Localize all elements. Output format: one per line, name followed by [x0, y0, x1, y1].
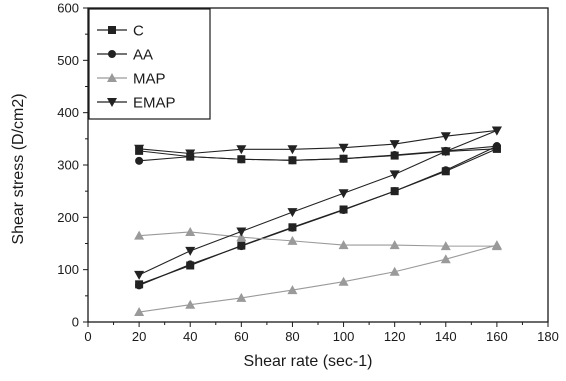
- data-point-aa: [237, 155, 246, 164]
- y-tick-label: 100: [57, 262, 79, 277]
- x-axis-title: Shear rate (sec-1): [244, 353, 373, 370]
- data-point-map: [491, 240, 502, 250]
- legend-entry-emap: EMAP: [97, 95, 176, 112]
- legend-label-emap: EMAP: [133, 95, 176, 112]
- data-point-emap: [287, 145, 298, 155]
- series-group: [134, 126, 502, 317]
- series-emap-line-lower: [138, 129, 498, 276]
- data-point-map: [134, 230, 145, 240]
- data-point-map: [185, 299, 196, 309]
- data-point-map: [389, 240, 400, 250]
- data-point-map: [338, 276, 349, 286]
- x-tick-label: 40: [183, 329, 197, 344]
- legend-entry-aa: AA: [97, 47, 153, 64]
- legend-label-map: MAP: [133, 71, 166, 88]
- legend-marker-emap: [107, 98, 117, 107]
- series-aa: [135, 142, 501, 290]
- data-point-emap: [134, 144, 145, 154]
- x-tick-label: 0: [84, 329, 91, 344]
- y-tick-label: 300: [57, 158, 79, 173]
- y-tick-label: 200: [57, 210, 79, 225]
- data-point-emap: [338, 189, 349, 199]
- legend-entry-map: MAP: [97, 71, 166, 88]
- legend: C AA MAP EMAP: [88, 8, 211, 120]
- data-point-aa: [186, 260, 195, 269]
- data-point-aa: [492, 142, 501, 151]
- x-tick-label: 80: [285, 329, 299, 344]
- data-point-emap: [185, 246, 196, 256]
- data-point-emap: [134, 270, 145, 280]
- data-point-aa: [288, 223, 297, 232]
- data-point-emap: [491, 126, 502, 136]
- y-tick-label: 500: [57, 53, 79, 68]
- data-point-emap: [440, 132, 451, 142]
- data-point-map: [236, 292, 247, 302]
- data-point-emap: [287, 208, 298, 218]
- legend-label-aa: AA: [133, 47, 153, 64]
- data-point-map: [389, 266, 400, 276]
- series-emap: [134, 126, 502, 280]
- x-tick-label: 160: [486, 329, 508, 344]
- data-point-emap: [236, 145, 247, 155]
- x-tick-label: 20: [132, 329, 146, 344]
- legend-entry-c: C: [97, 23, 144, 40]
- data-point-emap: [185, 149, 196, 159]
- data-point-aa: [390, 151, 399, 160]
- series-aa-line-lower: [138, 145, 498, 286]
- data-point-emap: [236, 227, 247, 237]
- legend-label-c: C: [133, 23, 144, 40]
- legend-marker-c: [108, 26, 116, 34]
- series-map: [134, 226, 502, 317]
- axes: 0 20 40 60 80 100 120 140 160 180 0 100 200 300 400 500…: [57, 1, 559, 345]
- data-point-map: [185, 226, 196, 236]
- data-point-map: [236, 232, 247, 242]
- legend-marker-aa: [108, 50, 116, 58]
- data-point-map: [440, 241, 451, 251]
- x-tick-label: 100: [333, 329, 355, 344]
- series-map-line-upper: [139, 231, 497, 247]
- data-point-map: [440, 254, 451, 264]
- data-point-aa: [441, 166, 450, 175]
- y-tick-label: 400: [57, 105, 79, 120]
- data-point-aa: [135, 156, 144, 165]
- data-point-aa: [237, 242, 246, 251]
- x-tick-label: 180: [537, 329, 559, 344]
- y-tick-label: 600: [57, 1, 79, 16]
- x-tick-label: 60: [234, 329, 248, 344]
- x-tick-label: 120: [384, 329, 406, 344]
- series-emap-line-upper: [139, 129, 497, 155]
- data-point-emap: [389, 140, 400, 150]
- data-point-map: [338, 240, 349, 250]
- data-point-emap: [338, 143, 349, 153]
- series-map-line-lower: [139, 244, 498, 313]
- series-aa-line-upper: [139, 145, 497, 162]
- data-point-map: [287, 285, 298, 295]
- y-tick-label: 0: [72, 315, 79, 330]
- data-point-map: [287, 235, 298, 245]
- x-tick-label: 140: [435, 329, 457, 344]
- data-point-map: [134, 307, 145, 317]
- data-point-aa: [339, 154, 348, 163]
- data-point-aa: [135, 281, 144, 290]
- legend-marker-map: [107, 73, 117, 82]
- data-point-aa: [339, 206, 348, 215]
- data-point-aa: [390, 187, 399, 196]
- data-point-emap: [389, 170, 400, 180]
- y-axis-title: Shear stress (D/cm2): [10, 93, 27, 244]
- data-point-aa: [288, 156, 297, 165]
- data-point-emap: [440, 147, 451, 157]
